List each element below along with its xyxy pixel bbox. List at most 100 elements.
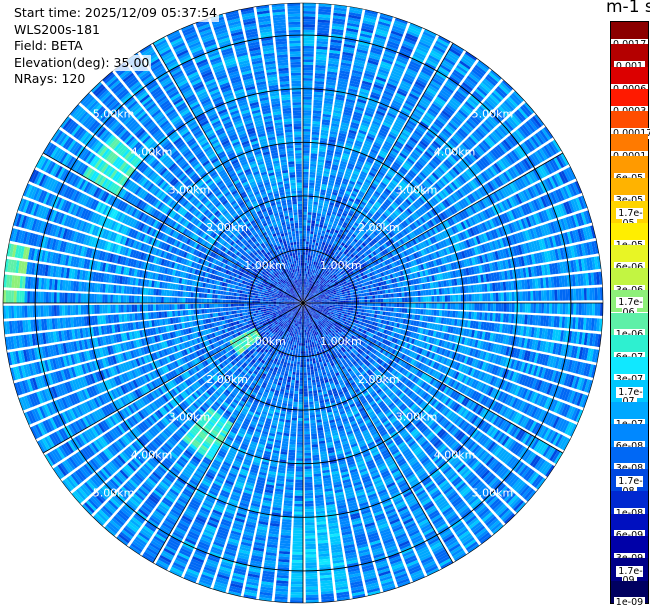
ppi-gate xyxy=(374,291,378,295)
ppi-gate xyxy=(331,309,335,311)
ppi-gate xyxy=(358,129,367,135)
ppi-gate xyxy=(304,289,306,293)
ppi-gate xyxy=(331,123,340,128)
ppi-gate xyxy=(316,169,323,174)
ppi-gate xyxy=(329,136,337,141)
ppi-gate xyxy=(303,166,309,170)
ppi-gate xyxy=(369,299,373,303)
ppi-gate xyxy=(396,303,400,308)
ppi-gate xyxy=(316,259,319,263)
ppi-gate xyxy=(311,250,314,254)
ppi-gate xyxy=(312,266,315,270)
ppi-gate xyxy=(335,148,343,153)
ppi-gate xyxy=(303,297,305,301)
ppi-gate xyxy=(367,299,370,303)
ppi-gate xyxy=(324,165,331,170)
ppi-gate xyxy=(314,259,317,263)
ppi-gate xyxy=(307,279,309,283)
ppi-gate xyxy=(327,224,332,228)
ppi-gate xyxy=(597,287,601,301)
ppi-gate xyxy=(307,214,312,218)
ppi-gate xyxy=(333,15,346,20)
ppi-gate xyxy=(310,255,313,259)
ppi-gate xyxy=(303,70,313,73)
ppi-gate xyxy=(324,305,327,307)
ppi-gate xyxy=(351,150,360,155)
ppi-gate xyxy=(321,213,326,218)
ppi-gate xyxy=(535,303,539,314)
ppi-gate xyxy=(364,111,374,118)
ppi-gate xyxy=(452,303,456,310)
ppi-gate xyxy=(345,300,349,303)
ppi-gate xyxy=(343,43,356,49)
ppi-gate xyxy=(359,33,372,39)
ppi-gate xyxy=(589,287,593,301)
ppi-gate xyxy=(306,241,309,245)
ppi-gate xyxy=(399,297,403,303)
ppi-gate xyxy=(303,233,306,237)
ppi-gate xyxy=(377,21,391,27)
ppi-gate xyxy=(316,43,328,47)
ppi-gate xyxy=(388,307,392,312)
ppi-gate xyxy=(404,303,408,308)
ppi-gate xyxy=(361,306,365,309)
ppi-gate xyxy=(303,187,308,191)
ppi-gate xyxy=(533,290,536,301)
ppi-gate xyxy=(325,157,333,162)
ppi-gate xyxy=(315,64,326,69)
ppi-gate xyxy=(506,292,510,302)
ppi-gate xyxy=(338,312,342,316)
ppi-gate xyxy=(313,94,323,98)
ppi-gate xyxy=(314,83,324,87)
ppi-gate xyxy=(315,221,320,225)
ppi-gate xyxy=(458,294,461,302)
ppi-gate xyxy=(330,41,342,46)
ppi-gate xyxy=(322,113,331,118)
ppi-gate xyxy=(307,217,312,221)
ppi-gate xyxy=(309,180,315,183)
ppi-gate xyxy=(345,309,348,312)
ppi-gate xyxy=(383,298,386,303)
ppi-gate xyxy=(446,287,450,295)
ppi-gate xyxy=(433,309,437,316)
ppi-gate xyxy=(317,210,322,214)
ppi-gate xyxy=(360,122,370,128)
ppi-gate xyxy=(455,311,459,318)
ppi-gate xyxy=(331,307,335,310)
ppi-gate xyxy=(303,297,304,301)
ppi-gate xyxy=(310,166,316,170)
ppi-gate xyxy=(311,131,320,135)
ppi-gate xyxy=(493,303,496,312)
ppi-gate xyxy=(490,303,494,312)
ppi-gate xyxy=(324,299,327,301)
ppi-gate xyxy=(307,212,312,215)
ppi-gate xyxy=(345,30,358,36)
ppi-gate xyxy=(388,293,392,298)
ppi-gate xyxy=(371,89,382,95)
ppi-gate xyxy=(330,172,337,176)
ppi-cells xyxy=(3,3,603,603)
ppi-gate xyxy=(360,124,369,130)
ppi-gate xyxy=(340,122,350,127)
ppi-gate xyxy=(326,81,336,86)
ppi-gate xyxy=(352,67,364,73)
ppi-gate xyxy=(341,119,350,124)
ppi-gate xyxy=(346,27,359,33)
ppi-gate xyxy=(353,62,365,67)
ppi-gate xyxy=(509,292,512,302)
ppi-gate xyxy=(303,126,311,130)
ppi-gate xyxy=(338,135,346,140)
ppi-gate xyxy=(347,134,356,140)
ppi-gate xyxy=(309,268,312,272)
ppi-gate xyxy=(323,170,330,175)
ppi-gate xyxy=(426,296,429,302)
ppi-gate xyxy=(352,114,362,119)
ppi-gate xyxy=(313,261,316,265)
ppi-gate xyxy=(303,185,309,188)
ppi-gate xyxy=(323,206,328,210)
ppi-gate xyxy=(326,73,337,78)
ppi-gate xyxy=(340,296,343,299)
ppi-gate xyxy=(342,51,354,57)
ppi-gate xyxy=(312,209,317,213)
ppi-gate xyxy=(359,35,372,41)
